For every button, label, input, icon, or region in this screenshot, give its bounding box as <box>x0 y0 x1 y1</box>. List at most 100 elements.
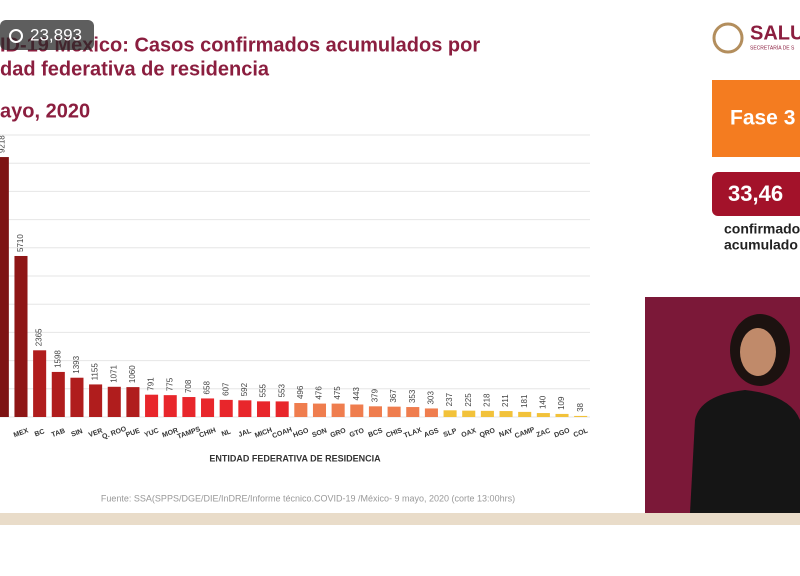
bar <box>0 157 9 417</box>
value-label: 225 <box>464 393 473 407</box>
value-label: 1155 <box>91 363 100 381</box>
value-label: 181 <box>520 394 529 408</box>
bar <box>51 371 65 417</box>
value-label: 791 <box>147 377 156 391</box>
value-label: 1060 <box>128 365 137 383</box>
value-label: 5710 <box>16 234 25 252</box>
value-label: 555 <box>259 383 268 397</box>
bar <box>219 399 233 417</box>
value-label: 476 <box>315 386 324 400</box>
value-label: 592 <box>240 382 249 396</box>
bar <box>201 398 215 417</box>
title: ayo, 2020 <box>0 100 90 122</box>
source: Fuente: SSA(SPPS/DGE/DIE/InDRE/Informe t… <box>101 493 515 503</box>
value-label: 379 <box>371 388 380 402</box>
total-caption: confirmado <box>724 221 800 237</box>
bar <box>182 397 196 417</box>
x-tick-label: AGS <box>423 427 440 439</box>
bar <box>275 401 289 417</box>
value-label: 9218 <box>0 135 6 153</box>
value-label: 708 <box>184 379 193 393</box>
value-label: 658 <box>203 381 212 395</box>
total: 33,46 <box>728 181 783 206</box>
x-axis-label: ENTIDAD FEDERATIVA DE RESIDENCIA <box>209 453 381 463</box>
bar <box>89 384 103 417</box>
value-label: 443 <box>352 387 361 401</box>
bar <box>387 406 401 417</box>
value-label: 1393 <box>72 355 81 373</box>
bar <box>555 413 569 417</box>
title: ID-19 México: Casos confirmados acumulad… <box>0 34 480 56</box>
x-tick-label: GTO <box>349 427 366 439</box>
phase: Fase 3 <box>730 107 795 130</box>
x-tick-label: SON <box>311 427 328 439</box>
bar <box>536 413 550 417</box>
bar <box>70 377 84 417</box>
bar <box>406 407 420 417</box>
bar <box>331 403 345 417</box>
bar <box>499 411 513 417</box>
x-tick-label: NAY <box>498 428 514 440</box>
value-label: 775 <box>165 377 174 391</box>
bar <box>350 404 364 417</box>
bar <box>443 410 457 417</box>
logo-emblem <box>712 22 744 54</box>
x-tick-label: YUC <box>144 428 160 440</box>
logo: SALU <box>750 22 800 44</box>
views-count: 23,893 <box>30 25 82 44</box>
bar <box>107 386 121 417</box>
total-caption: acumulado <box>724 237 798 253</box>
value-label: 1071 <box>109 364 118 382</box>
views-badge <box>0 20 94 50</box>
value-label: 237 <box>445 392 454 406</box>
bar <box>33 350 47 417</box>
value-label: 496 <box>296 385 305 399</box>
interpreter-body <box>690 390 800 513</box>
bar <box>163 395 177 417</box>
title: dad federativa de residencia <box>0 58 270 80</box>
value-label: 353 <box>408 389 417 403</box>
x-tick-label: MEX <box>13 427 30 439</box>
bar <box>312 403 327 417</box>
bar <box>480 410 494 417</box>
value-label: 475 <box>333 386 342 400</box>
x-tick-label: BC <box>34 428 46 438</box>
bar <box>462 410 476 417</box>
value-label: 211 <box>501 394 510 407</box>
x-tick-label: PUE <box>125 427 141 439</box>
value-label: 607 <box>221 382 230 396</box>
bar <box>145 394 159 417</box>
x-tick-label: ZAC <box>536 428 552 439</box>
x-tick-label: VER <box>88 428 104 440</box>
bar <box>574 415 588 417</box>
x-tick-label: OAX <box>461 427 478 439</box>
bar <box>518 411 532 417</box>
bar <box>368 406 382 417</box>
bar <box>294 403 308 417</box>
eye-icon <box>9 29 23 43</box>
bar <box>256 401 271 417</box>
value-label: 303 <box>427 391 436 405</box>
logo-sub: SECRETARÍA DE S <box>750 44 795 51</box>
value-label: 367 <box>389 389 398 403</box>
bar <box>424 408 438 417</box>
phase-box <box>712 80 800 157</box>
interpreter-face <box>740 328 776 376</box>
bar <box>126 387 140 417</box>
value-label: 38 <box>576 402 585 411</box>
value-label: 553 <box>277 384 286 398</box>
x-tick-label: TAB <box>51 428 66 439</box>
slide-band <box>0 513 800 525</box>
x-tick-label: SLP <box>443 428 458 439</box>
total-box <box>712 172 800 216</box>
value-label: 2365 <box>35 328 44 346</box>
value-label: 218 <box>483 393 492 407</box>
x-tick-label: NL <box>221 428 233 438</box>
value-label: 109 <box>557 396 566 410</box>
bar <box>238 400 252 417</box>
x-tick-label: SIN <box>70 428 83 439</box>
x-tick-label: BCS <box>367 427 384 439</box>
value-label: 1598 <box>53 350 62 368</box>
